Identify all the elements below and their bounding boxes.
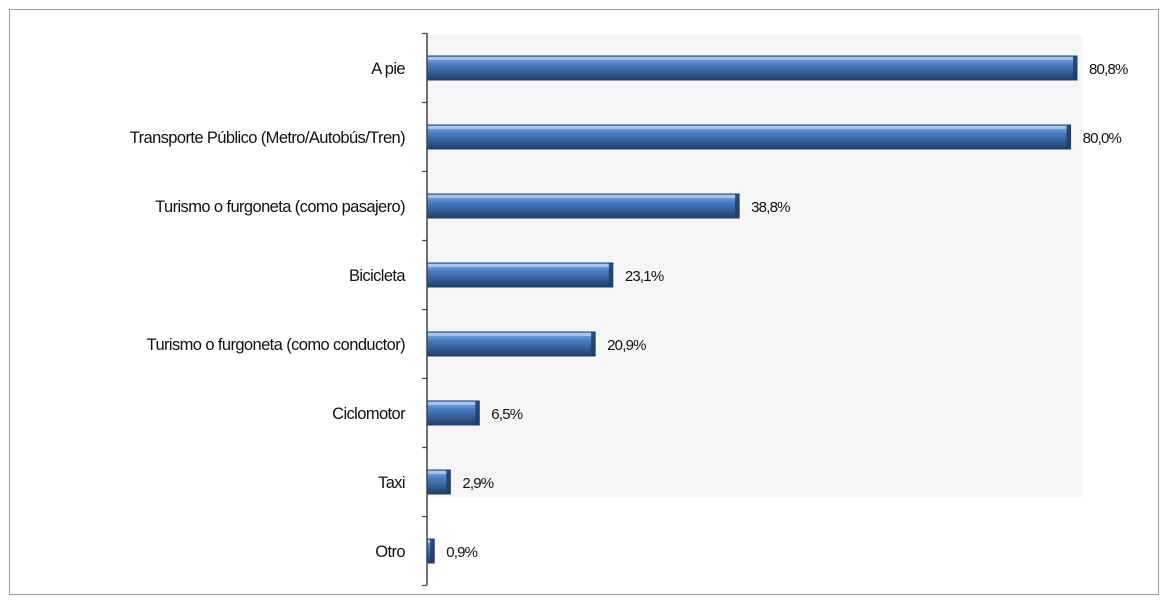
category-label: Ciclomotor xyxy=(332,405,406,423)
bar-end-cap xyxy=(475,401,480,425)
value-labels: 80,8% 80,0% 38,8% 23,1% 20,9% 6,5% 2,9% 0,9% xyxy=(446,61,1129,561)
category-label: Bicicleta xyxy=(349,267,406,285)
bar xyxy=(426,400,480,426)
bar-end-cap xyxy=(430,539,435,563)
bar-highlight xyxy=(428,333,595,336)
bar-highlight xyxy=(428,126,1070,129)
value-label: 6,5% xyxy=(491,406,522,423)
value-label: 80,8% xyxy=(1089,61,1128,78)
value-label: 20,9% xyxy=(607,337,646,354)
bar-highlight xyxy=(428,471,450,474)
bar-highlight xyxy=(428,264,612,267)
bars-layer xyxy=(426,55,1078,564)
bar-highlight xyxy=(428,57,1076,60)
category-label: A pie xyxy=(371,60,405,78)
category-label: Turismo o furgoneta (como conductor) xyxy=(147,336,406,354)
value-label: 0,9% xyxy=(446,544,477,561)
bar-end-cap xyxy=(1073,56,1077,80)
bar xyxy=(426,124,1072,150)
y-axis xyxy=(422,32,428,587)
value-label: 80,0% xyxy=(1083,130,1122,147)
bar-end-cap xyxy=(1066,125,1071,149)
value-label: 23,1% xyxy=(625,268,664,285)
category-label: Otro xyxy=(375,543,405,561)
bar-end-cap xyxy=(735,194,740,218)
value-label: 2,9% xyxy=(462,475,493,492)
category-label: Turismo o furgoneta (como pasajero) xyxy=(155,198,405,216)
bar-highlight xyxy=(428,195,739,198)
bar xyxy=(426,55,1078,81)
category-label: Taxi xyxy=(378,474,405,492)
bar xyxy=(426,193,740,219)
bar-end-cap xyxy=(608,263,613,287)
bar-end-cap xyxy=(591,332,596,356)
value-label: 38,8% xyxy=(751,199,790,216)
bar-end-cap xyxy=(446,470,451,494)
bar xyxy=(426,262,614,288)
category-label: Transporte Público (Metro/Autobús/Tren) xyxy=(130,129,405,147)
bar-highlight xyxy=(428,402,479,405)
category-labels: A pie Transporte Público (Metro/Autobús/T… xyxy=(130,60,407,561)
